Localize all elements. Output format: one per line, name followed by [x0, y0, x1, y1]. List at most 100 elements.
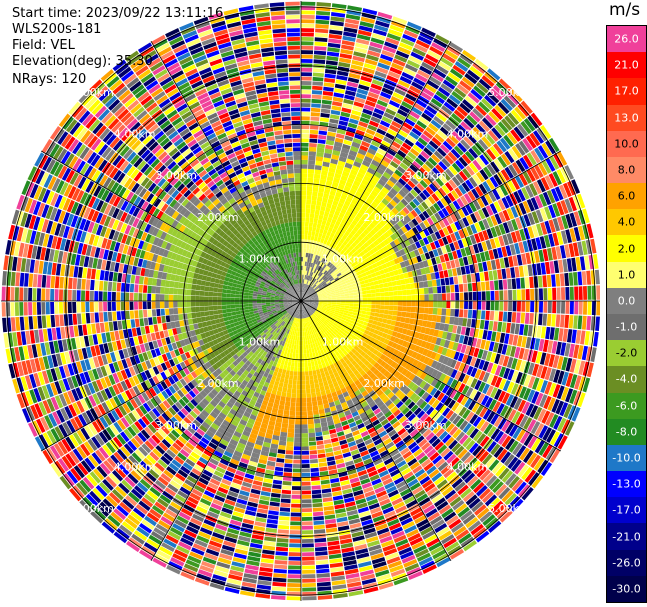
velocity-bin [562, 258, 568, 273]
velocity-bin [320, 252, 325, 258]
velocity-bin [288, 375, 294, 380]
velocity-bin [302, 547, 315, 552]
velocity-bin [450, 112, 463, 124]
velocity-bin [469, 129, 481, 141]
velocity-bin [367, 215, 375, 223]
velocity-bin [536, 325, 542, 338]
velocity-bin [461, 237, 469, 248]
velocity-bin [309, 244, 313, 250]
velocity-bin [372, 226, 380, 233]
velocity-bin [303, 274, 306, 280]
velocity-bin [301, 212, 306, 218]
velocity-bin [314, 169, 322, 175]
velocity-bin [358, 84, 370, 91]
velocity-bin [439, 56, 454, 68]
velocity-bin [384, 305, 390, 310]
velocity-bin [280, 427, 288, 433]
velocity-bin [393, 269, 399, 276]
velocity-bin [527, 226, 535, 239]
velocity-bin [488, 191, 497, 203]
velocity-bin [329, 118, 339, 124]
velocity-bin [415, 99, 428, 109]
velocity-bin [361, 287, 367, 292]
velocity-bin [311, 494, 322, 499]
velocity-bin [446, 234, 453, 244]
velocity-bin [478, 329, 484, 339]
velocity-bin [318, 457, 327, 463]
velocity-bin [339, 307, 345, 310]
velocity-bin [579, 256, 586, 271]
velocity-bin [433, 94, 446, 105]
velocity-bin [499, 332, 506, 344]
velocity-bin [368, 204, 376, 212]
velocity-bin [330, 109, 341, 116]
velocity-bin [331, 304, 337, 307]
velocity-bin [522, 137, 533, 152]
velocity-bin [328, 263, 334, 269]
velocity-bin [280, 431, 288, 438]
velocity-bin [309, 287, 314, 292]
velocity-bin [433, 38, 448, 49]
velocity-bin [301, 384, 306, 390]
velocity-bin [344, 307, 349, 311]
velocity-bin [508, 148, 519, 161]
velocity-bin [581, 315, 587, 330]
velocity-bin [484, 133, 496, 145]
velocity-bin [306, 275, 310, 280]
velocity-bin [460, 139, 471, 150]
velocity-bin [524, 312, 530, 324]
velocity-bin [301, 367, 305, 372]
velocity-bin [261, 486, 272, 493]
velocity-bin [418, 239, 426, 247]
velocity-bin [301, 472, 311, 477]
velocity-bin [330, 279, 336, 284]
velocity-bin [322, 229, 328, 235]
velocity-bin [335, 304, 341, 308]
velocity-bin [397, 201, 406, 210]
velocity-bin [295, 419, 301, 425]
velocity-bin [511, 177, 521, 190]
velocity-bin [493, 143, 504, 155]
velocity-bin [506, 207, 515, 220]
velocity-bin [306, 261, 310, 267]
velocity-bin [312, 191, 318, 197]
velocity-bin [375, 308, 380, 314]
velocity-bin [523, 265, 529, 277]
velocity-bin [315, 28, 329, 34]
velocity-bin [384, 41, 398, 50]
velocity-bin [538, 338, 545, 352]
velocity-bin [301, 530, 314, 535]
velocity-bin [351, 219, 358, 226]
velocity-bin [367, 91, 379, 99]
velocity-bin [362, 294, 368, 298]
velocity-bin [363, 241, 370, 248]
velocity-bin [423, 219, 431, 228]
velocity-bin [303, 293, 307, 298]
velocity-bin [434, 271, 440, 280]
velocity-bin [438, 229, 446, 238]
velocity-bin [442, 301, 447, 309]
velocity-bin [342, 246, 349, 252]
velocity-bin [345, 18, 360, 25]
velocity-bin [474, 58, 489, 71]
velocity-bin [309, 458, 319, 464]
velocity-bin [276, 453, 285, 459]
velocity-bin [450, 292, 455, 301]
velocity-bin [383, 267, 389, 274]
velocity-bin [466, 215, 474, 225]
velocity-bin [546, 189, 556, 204]
velocity-bin [464, 73, 478, 85]
velocity-bin [481, 207, 490, 218]
velocity-bin [312, 226, 317, 232]
velocity-bin [395, 50, 410, 59]
velocity-bin [571, 257, 577, 272]
velocity-bin [506, 233, 514, 245]
velocity-bin [573, 344, 580, 359]
velocity-bin [321, 291, 327, 295]
velocity-bin [441, 171, 451, 181]
velocity-bin [366, 95, 378, 103]
velocity-bin [537, 275, 543, 288]
velocity-bin [399, 322, 405, 328]
velocity-bin [548, 137, 560, 153]
velocity-bin [458, 184, 467, 195]
